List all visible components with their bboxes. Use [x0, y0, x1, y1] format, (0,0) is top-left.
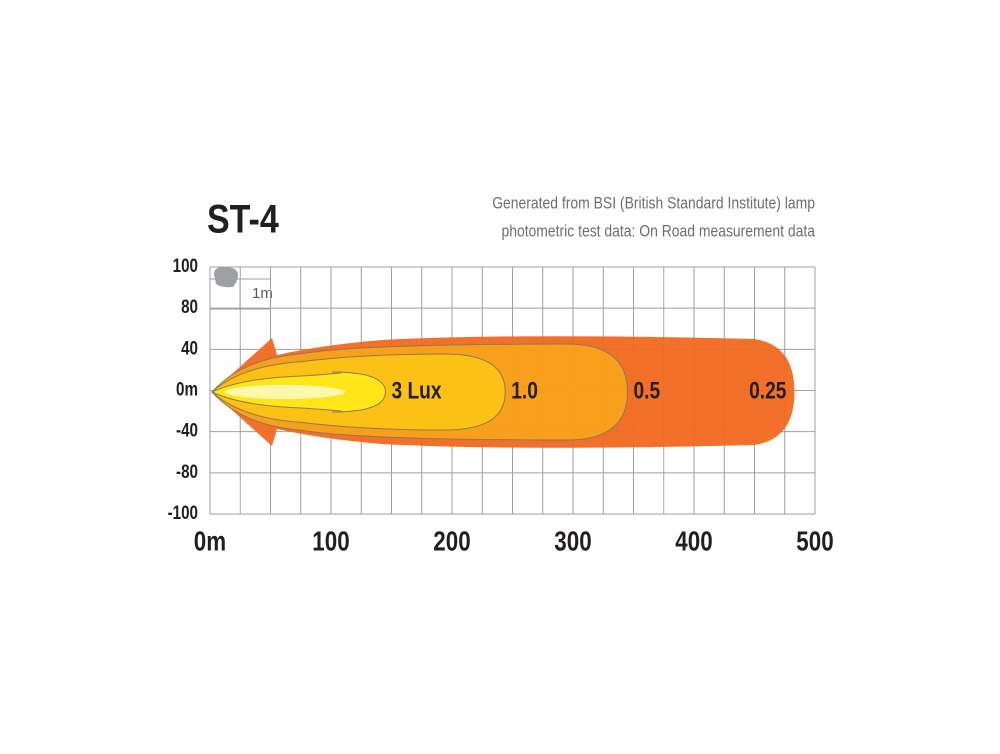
y-tick-label: 40 [181, 337, 198, 359]
y-tick-label: 80 [181, 296, 198, 318]
y-tick-label: 0m [176, 378, 198, 400]
contour-label: 0.25 [749, 376, 786, 404]
y-tick-label: -40 [176, 419, 198, 441]
x-tick-label: 300 [554, 526, 591, 557]
contour-label: 0.5 [633, 376, 660, 404]
y-tick-label: -80 [176, 460, 198, 482]
beam-core [225, 385, 345, 399]
y-tick-label: 100 [173, 254, 198, 276]
y-tick-label: -100 [168, 501, 198, 523]
subtitle: photometric test data: On Road measureme… [501, 222, 815, 241]
contour-label: 3 Lux [391, 376, 441, 404]
subtitle: Generated from BSI (British Standard Ins… [492, 194, 815, 213]
contour-label: 1.0 [511, 376, 538, 404]
x-tick-label: 100 [312, 526, 349, 557]
x-tick-label: 500 [796, 526, 833, 557]
chart-title: ST-4 [207, 196, 279, 241]
x-tick-label: 200 [433, 526, 470, 557]
x-tick-label: 0m [194, 526, 226, 557]
grid [209, 266, 816, 515]
scale-label: 1m [252, 285, 273, 302]
x-tick-label: 400 [675, 526, 712, 557]
